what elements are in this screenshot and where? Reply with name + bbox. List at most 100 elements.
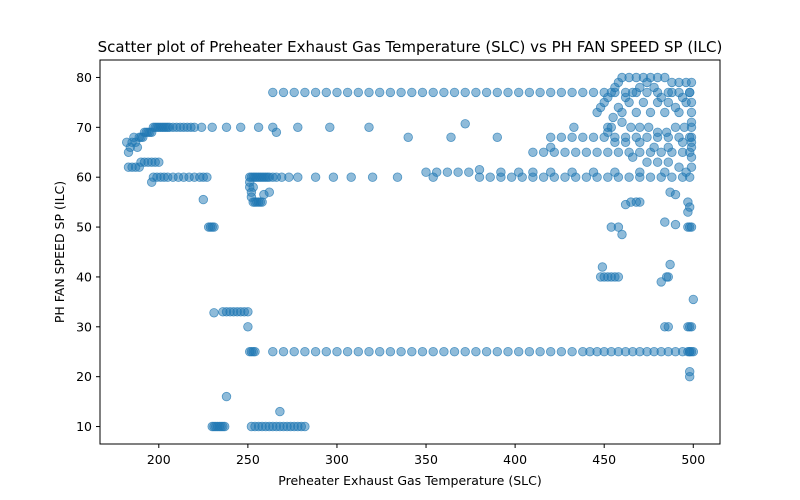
data-point [686, 77, 697, 88]
data-point [332, 347, 342, 357]
data-point [581, 172, 592, 182]
data-point [492, 87, 503, 98]
data-point [417, 347, 428, 357]
data-point [202, 172, 212, 182]
data-point [663, 142, 674, 153]
data-point [663, 97, 674, 108]
data-point [571, 147, 581, 158]
data-point [546, 347, 556, 357]
data-point [300, 87, 310, 98]
data-point [556, 87, 567, 98]
data-point [407, 347, 417, 357]
data-point [546, 167, 556, 177]
data-point [439, 347, 449, 357]
data-point [686, 322, 697, 332]
data-point [670, 122, 681, 133]
data-point [638, 97, 649, 108]
data-point [464, 167, 474, 177]
data-point [209, 222, 219, 232]
y-tick-label: 80 [76, 70, 92, 85]
y-tick-label: 30 [76, 319, 92, 334]
data-point [449, 347, 460, 357]
data-point [364, 87, 374, 98]
x-tick-label: 500 [681, 452, 705, 467]
x-tick-label: 450 [592, 452, 616, 467]
data-point [603, 172, 613, 182]
data-point [649, 142, 659, 153]
data-point [471, 347, 481, 357]
y-tick-label: 50 [76, 220, 92, 235]
data-point [670, 219, 681, 230]
data-point [289, 347, 299, 357]
data-point [660, 72, 670, 83]
data-point [396, 347, 406, 357]
data-point [642, 87, 652, 98]
data-point [243, 307, 253, 317]
data-point [686, 222, 697, 232]
data-point [503, 87, 513, 98]
data-point [620, 199, 631, 210]
data-point [506, 172, 517, 182]
data-point [364, 347, 374, 357]
data-point [556, 132, 567, 143]
data-point [686, 142, 697, 153]
data-point [385, 347, 396, 357]
data-point [514, 167, 524, 177]
data-point [674, 162, 684, 172]
y-tick-label: 10 [76, 419, 92, 434]
data-point [264, 187, 275, 197]
data-point [567, 132, 577, 143]
data-point [375, 87, 385, 98]
data-point [546, 87, 556, 98]
data-point [670, 189, 681, 200]
data-point [248, 182, 258, 192]
data-point [578, 87, 588, 98]
x-tick-label: 200 [147, 452, 171, 467]
y-tick-label: 60 [76, 170, 92, 185]
data-point [278, 87, 289, 98]
data-point [243, 322, 253, 332]
data-point [332, 87, 342, 98]
data-point [353, 347, 364, 357]
y-axis-label: PH FAN SPEED SP (ILC) [52, 181, 67, 323]
data-point [606, 222, 617, 232]
data-point [677, 137, 688, 148]
data-point [310, 172, 321, 182]
data-point [686, 152, 697, 162]
plot-frame [99, 59, 721, 445]
data-point [685, 202, 695, 212]
data-point [278, 347, 289, 357]
data-point [207, 122, 217, 133]
data-point [610, 167, 620, 177]
data-point [310, 87, 321, 98]
data-point [535, 87, 545, 98]
data-point [481, 87, 492, 98]
data-point [146, 177, 157, 187]
data-point [624, 172, 634, 182]
data-point [685, 87, 695, 98]
data-point [546, 142, 556, 153]
data-point [524, 347, 535, 357]
y-tick-label: 40 [76, 269, 92, 284]
data-point [321, 87, 332, 98]
data-point [268, 347, 278, 357]
data-point [250, 347, 260, 357]
data-point [645, 107, 656, 118]
data-point [300, 421, 310, 432]
data-point [635, 137, 645, 148]
data-point [649, 82, 659, 93]
data-point [665, 259, 675, 270]
data-point [407, 87, 417, 98]
data-point [663, 322, 674, 332]
data-point [560, 172, 570, 182]
data-point [617, 107, 627, 118]
data-point [289, 87, 299, 98]
data-point [645, 172, 656, 182]
data-point [346, 172, 356, 182]
data-point [375, 347, 385, 357]
data-point [642, 132, 652, 143]
data-point [686, 132, 697, 143]
data-point [328, 172, 339, 182]
data-point [460, 347, 470, 357]
